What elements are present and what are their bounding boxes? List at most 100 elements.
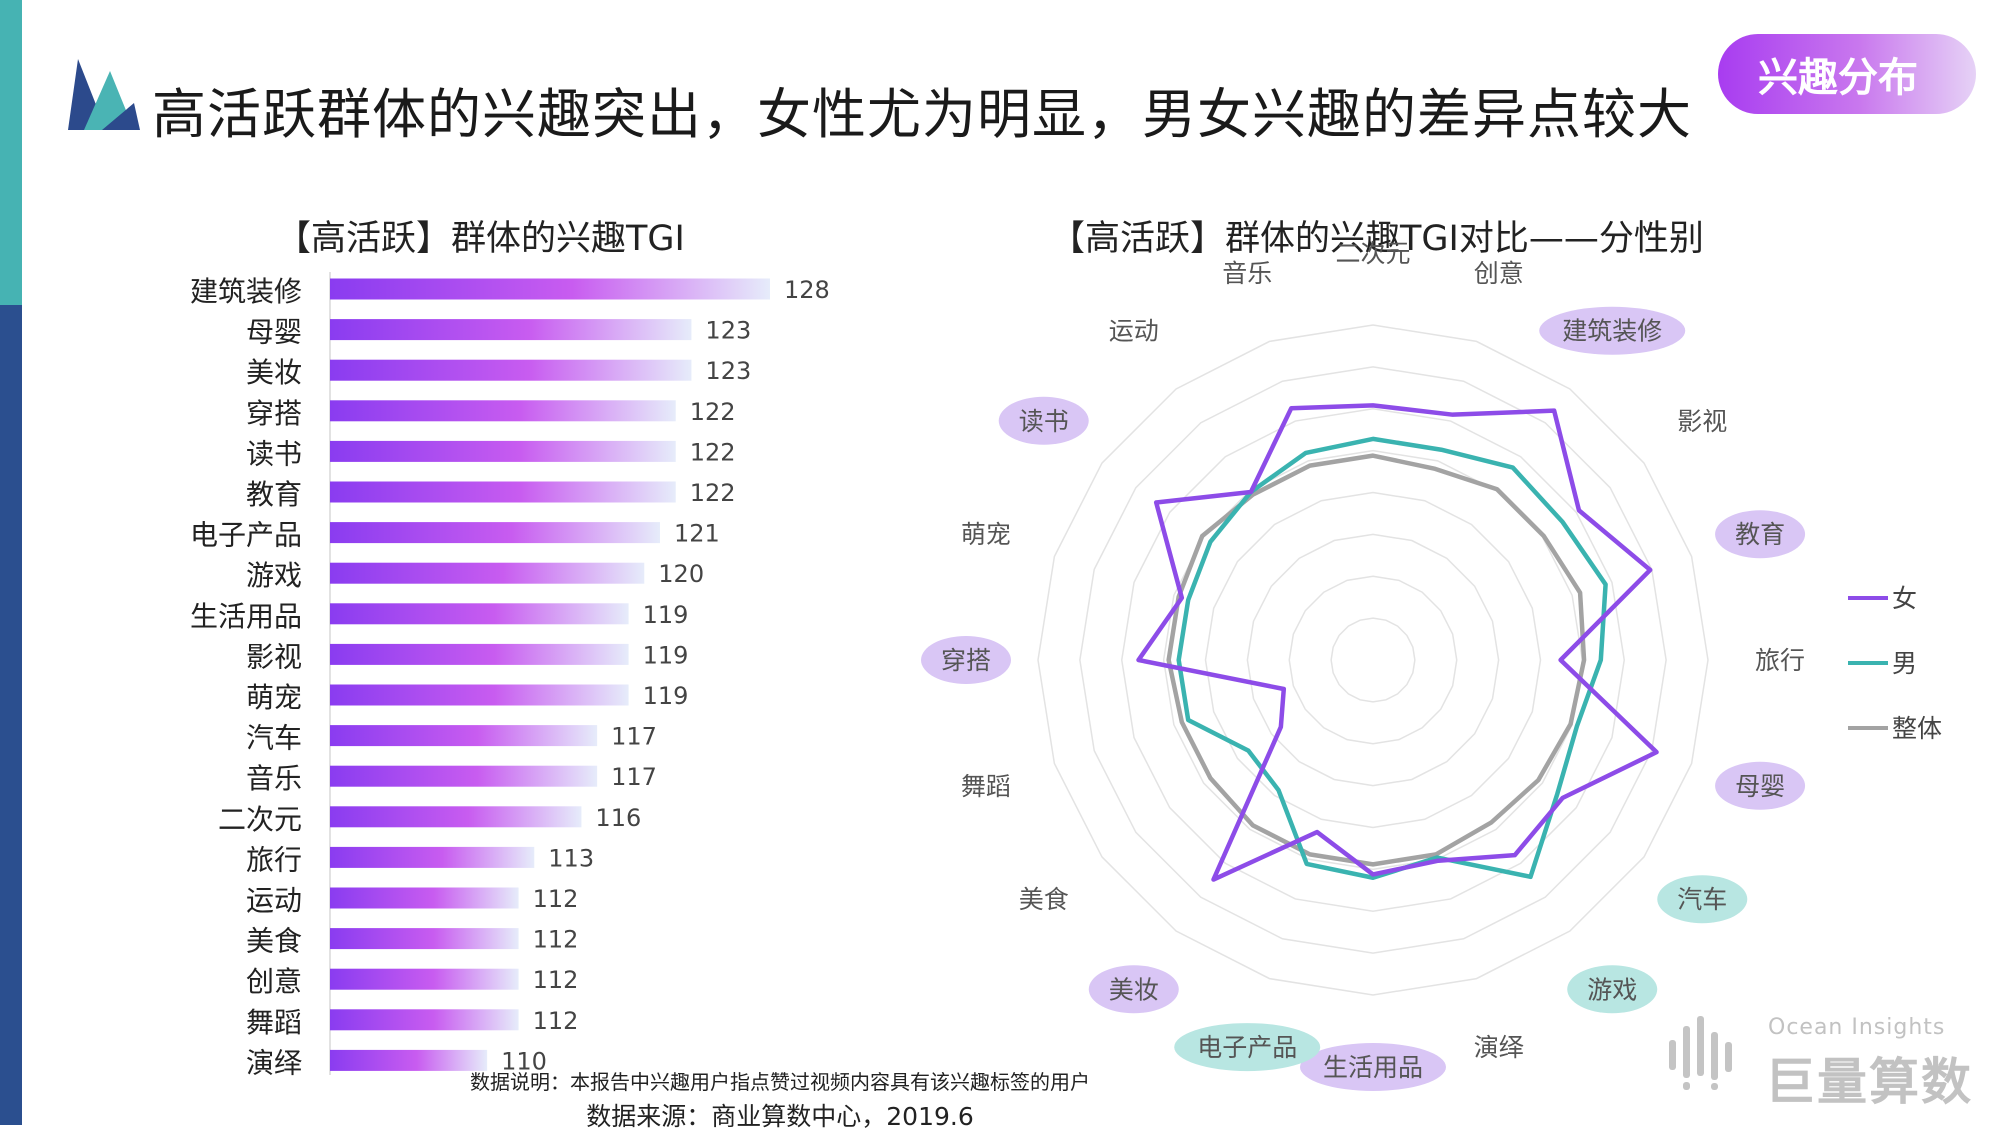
radar-label-highlight [1088, 965, 1179, 1014]
bar-value-label: 122 [690, 398, 736, 426]
bar [330, 928, 519, 950]
bar [330, 319, 692, 341]
bar [330, 725, 598, 747]
accent-stripe-top [0, 0, 22, 305]
radar-label-highlight [921, 636, 1011, 684]
radar-label-highlight [1715, 761, 1806, 810]
radar-axis-label: 美妆 [1109, 975, 1159, 1004]
bar [330, 522, 660, 544]
bar [330, 562, 645, 584]
bar-category-label: 美食 [246, 925, 302, 958]
bar-category-label: 美妆 [246, 356, 302, 389]
bar-category-label: 二次元 [218, 803, 302, 836]
brand-name-cn: 巨量算数 [1765, 1053, 1973, 1111]
data-note: 数据说明：本报告中兴趣用户指点赞过视频内容具有该兴趣标签的用户 [470, 1070, 1090, 1094]
radar-label-highlight [1715, 510, 1806, 559]
radar-series-line [1136, 403, 1659, 882]
radar-label-highlight [998, 396, 1089, 445]
bar-chart-title: 【高活跃】群体的兴趣TGI [276, 219, 685, 259]
legend-label: 整体 [1892, 714, 1942, 743]
bar-category-label: 穿搭 [246, 397, 302, 430]
radar-axis-label: 美食 [1019, 885, 1069, 914]
bar-category-label: 汽车 [246, 722, 302, 755]
radar-label-highlight [1657, 875, 1748, 924]
bar-category-label: 建筑装修 [190, 275, 302, 308]
bar [330, 806, 582, 828]
bar [330, 440, 676, 462]
radar-grid-ring [1246, 533, 1500, 787]
radar-axis-label: 读书 [1019, 407, 1069, 436]
bar [330, 765, 598, 787]
bar-category-label: 生活用品 [190, 600, 302, 633]
bar-category-label: 旅行 [246, 843, 302, 876]
bar [330, 846, 535, 868]
accent-stripe-bottom [0, 305, 22, 1125]
bar [330, 1009, 519, 1031]
bar-value-label: 123 [705, 357, 751, 385]
section-badge: 兴趣分布 [1718, 34, 1976, 114]
radar-axis-label: 生活用品 [1323, 1053, 1423, 1082]
data-source: 数据来源：商业算数中心，2019.6 [586, 1102, 974, 1131]
bar [330, 643, 629, 665]
radar-axis-label: 舞蹈 [961, 772, 1011, 801]
bar-value-label: 112 [533, 1007, 579, 1035]
radar-axis-label: 建筑装修 [1562, 317, 1662, 346]
bar-value-label: 116 [595, 804, 641, 832]
bar [330, 359, 692, 381]
brand-name-en: Ocean Insights [1768, 1015, 1946, 1040]
bar-category-label: 运动 [246, 884, 302, 917]
bar-value-label: 117 [611, 763, 657, 791]
bar-category-label: 萌宠 [246, 681, 302, 714]
radar-axis-label: 演绎 [1474, 1033, 1524, 1062]
radar-grid-ring [1330, 617, 1416, 703]
bar-value-label: 112 [533, 885, 579, 913]
radar-grid-ring [1288, 575, 1458, 745]
radar-label-highlight [1567, 965, 1658, 1014]
bar-category-label: 音乐 [246, 762, 302, 795]
radar-axis-label: 二次元 [1335, 239, 1410, 268]
radar-axis-label: 母婴 [1735, 772, 1785, 801]
radar-grid-ring [1037, 324, 1709, 996]
radar-axis-label: 创意 [1474, 259, 1524, 288]
radar-axis-label: 萌宠 [961, 520, 1011, 549]
legend-label: 男 [1892, 649, 1917, 678]
bar [330, 968, 519, 990]
bar-category-label: 母婴 [246, 316, 302, 349]
bar-value-label: 119 [643, 682, 689, 710]
bar-value-label: 121 [674, 520, 720, 548]
bar-category-label: 演绎 [246, 1046, 302, 1079]
radar-axis-label: 音乐 [1222, 259, 1272, 288]
bar [330, 603, 629, 625]
bar [330, 278, 770, 300]
bar [330, 1049, 488, 1071]
bar-value-label: 128 [784, 276, 830, 304]
bar [330, 481, 676, 503]
bar-value-label: 112 [533, 966, 579, 994]
bar-category-label: 游戏 [246, 559, 302, 592]
bar [330, 887, 519, 909]
radar-series-line [1176, 436, 1608, 880]
radar-label-highlight [1300, 1043, 1446, 1091]
radar-grid-ring [1079, 366, 1667, 954]
radar-axis-label: 汽车 [1677, 885, 1727, 914]
logo-icon [68, 59, 140, 130]
bar-category-label: 电子产品 [190, 519, 302, 552]
bar-value-label: 122 [690, 438, 736, 466]
bar-value-label: 123 [705, 317, 751, 345]
radar-grid-ring [1204, 491, 1542, 829]
bar-chart: 建筑装修 128 母婴 123 美妆 123 穿搭 122 读书 122 教育 122 电子产品 121 游… [190, 272, 830, 1079]
radar-chart-title: 【高活跃】群体的兴趣TGI对比——分性别 [1050, 219, 1704, 259]
brand-logo-icon [1669, 1016, 1732, 1090]
radar-axis-label: 穿搭 [941, 646, 991, 675]
radar-grid-ring [1120, 407, 1626, 913]
bar-value-label: 113 [548, 844, 594, 872]
bar-value-label: 117 [611, 723, 657, 751]
bar-value-label: 110 [501, 1047, 547, 1075]
bar-value-label: 112 [533, 926, 579, 954]
bar-category-label: 读书 [246, 437, 302, 470]
radar-axis-label: 运动 [1109, 317, 1159, 346]
radar-label-highlight [1174, 1023, 1321, 1072]
radar-axis-label: 教育 [1735, 520, 1785, 549]
bar-value-label: 120 [658, 560, 704, 588]
